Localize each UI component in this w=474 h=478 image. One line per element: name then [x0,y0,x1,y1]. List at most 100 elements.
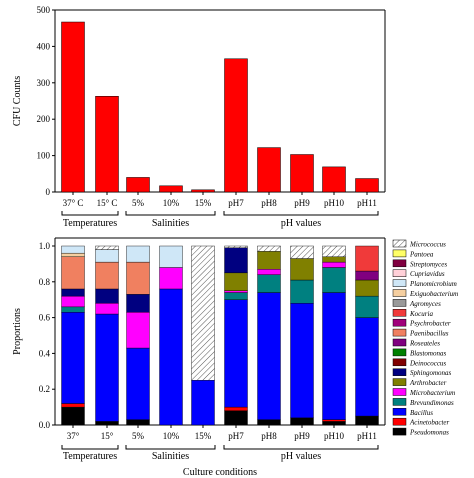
top-group-bracket [223,211,379,216]
top-y-tick-label: 400 [37,41,51,51]
stack-segment [257,251,281,270]
legend-label: Acinetobacter [409,419,450,427]
stack-segment [290,279,314,304]
stack-segment [224,247,248,274]
bottom-y-tick-label: 1.0 [39,241,51,251]
stack-segment [126,347,150,420]
stack-segment [355,317,379,417]
stack-segment [61,256,85,290]
legend-label: Sphingomonas [410,369,452,377]
cfu-bar [224,58,248,193]
stack-segment [95,249,119,263]
top-y-tick-label: 100 [37,151,51,161]
stack-segment [159,267,183,290]
stack-segment [224,299,248,408]
cfu-bar [95,96,119,193]
bottom-x-tick-label: 10% [163,431,180,441]
stack-segment [61,312,85,404]
bottom-x-tick-label: pH11 [357,431,377,441]
bottom-x-tick-label: pH7 [228,431,244,441]
bottom-y-axis-label: Proportions [12,308,23,355]
stack-segment [95,313,119,422]
legend-label: Micrococcus [409,241,446,249]
stack-segment [322,421,346,426]
legend-label: Blastomonas [410,349,446,357]
cfu-bar [355,178,379,193]
stack-segment [322,292,346,420]
stack-segment [322,256,346,263]
bottom-x-tick-label: pH9 [294,431,310,441]
legend-swatch [392,417,407,426]
stack-segment [95,261,119,290]
bottom-group-bracket [61,445,119,450]
stack-segment [126,312,150,349]
top-group-bracket [61,211,119,216]
bottom-group-label: Salinities [152,451,189,462]
stack-segment [61,288,85,297]
stack-segment [290,417,314,426]
cfu-bar [61,21,85,193]
legend-label: Cupriavidus [410,270,445,278]
legend-label: Pantoea [409,250,434,258]
legend-swatch [392,348,407,357]
legend-swatch [392,279,407,287]
stack-segment [61,406,85,426]
stack-segment [126,419,150,426]
stack-segment [224,245,248,248]
legend-swatch [392,408,407,416]
cfu-bar [159,185,183,193]
stack-segment [126,245,150,263]
legend-label: Exiguobacterium [409,290,458,298]
cfu-bar [191,189,215,193]
legend-label: Roseateles [409,340,440,348]
bottom-y-tick-label: 0.0 [39,420,51,430]
stack-segment [257,269,281,275]
legend-swatch [392,289,407,297]
legend-swatch [392,427,407,436]
top-y-tick-label: 0 [46,187,51,197]
legend-swatch [392,239,407,248]
stack-segment [61,245,85,254]
stack-segment [322,261,346,268]
legend-swatch [392,328,407,337]
stack-segment [95,421,119,426]
stack-segment [159,245,183,268]
stack-segment [290,258,314,281]
stack-segment [95,288,119,304]
legend-swatch [392,309,407,317]
legend-label: Arthrobacter [409,379,447,387]
legend-swatch [392,269,407,277]
bottom-x-tick-label: 15% [195,431,212,441]
stack-segment [355,245,379,272]
stack-segment [355,415,379,426]
stack-segment [126,261,150,295]
legend-label: Paenibacillus [409,330,449,338]
legend-swatch [392,318,407,327]
stack-segment [257,419,281,426]
legend-label: Pseudomonas [409,429,449,437]
legend-swatch [392,378,407,386]
legend-swatch [392,249,407,258]
bottom-x-tick-label: pH10 [324,431,344,441]
legend-label: Kocuria [409,310,433,318]
cfu-bar-chart: 0 100 200 300 400 500 CFU Counts 37° C 15° C Temp… [12,5,386,229]
legend-swatch [392,358,407,367]
stack-segment [61,403,85,408]
cfu-bar [290,154,314,193]
top-group-label: Temperatures [63,218,117,229]
top-y-tick-label: 500 [37,5,51,15]
top-x-tick-label: pH10 [324,198,344,208]
top-x-tick-label: pH8 [261,198,277,208]
stack-segment [322,267,346,293]
stack-segment [224,290,248,293]
stack-segment [61,306,85,313]
bottom-x-tick-label: 5% [132,431,145,441]
stack-segment [159,288,183,426]
top-x-tick-label: 5% [132,198,145,208]
stack-segment [224,272,248,291]
stack-segment [224,406,248,411]
legend-label: Planomicrobium [409,280,457,288]
stack-segment [290,303,314,419]
legend-label: Streptomyces [410,260,447,268]
